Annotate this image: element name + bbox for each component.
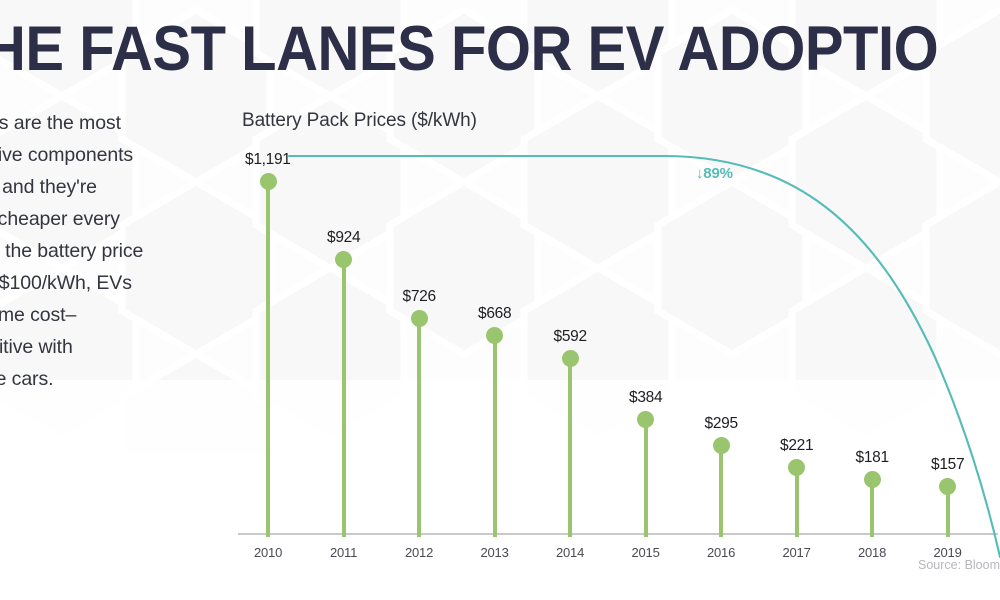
lollipop-stem xyxy=(568,358,572,537)
data-point-label: $295 xyxy=(704,415,739,433)
x-axis-tick xyxy=(643,524,648,537)
data-point-label: $726 xyxy=(402,287,437,305)
source-caption: Source: Bloom xyxy=(918,558,1000,572)
lollipop-stem xyxy=(643,419,648,537)
trend-curve xyxy=(287,154,1000,559)
x-axis-tick-label: 2017 xyxy=(782,545,811,560)
data-point-marker[interactable] xyxy=(637,411,654,428)
x-axis-tick-label: 2012 xyxy=(405,545,434,560)
x-axis-tick xyxy=(266,524,270,537)
x-axis-tick-label: 2019 xyxy=(933,545,962,560)
lollipop-stem xyxy=(341,259,346,537)
x-axis-tick-label: 2013 xyxy=(480,545,509,560)
chart-plot-area: ↓89% $1,191 2010 $924 2011 $726 2012 $668 2013 $… xyxy=(234,105,1000,575)
x-axis-tick-label: 2015 xyxy=(631,545,660,560)
data-point-marker[interactable] xyxy=(939,478,956,496)
x-axis-tick-label: 2011 xyxy=(330,545,358,560)
data-point-marker[interactable] xyxy=(863,471,881,488)
data-point-label: $157 xyxy=(931,456,965,474)
x-axis-tick xyxy=(568,524,572,537)
x-axis-line xyxy=(238,533,998,535)
intro-line: tting cheaper every xyxy=(0,208,120,230)
lollipop-stem xyxy=(266,181,270,537)
data-point-label: $384 xyxy=(629,389,663,406)
data-point-marker[interactable] xyxy=(259,172,277,190)
intro-line: pensive components xyxy=(0,144,134,166)
lollipop-stem xyxy=(870,479,874,537)
data-point-label: $668 xyxy=(478,305,512,323)
data-point-marker[interactable] xyxy=(486,327,503,345)
intro-line: mpetitive with xyxy=(0,336,73,358)
lollipop-stem xyxy=(794,467,799,537)
data-point-marker[interactable] xyxy=(788,459,805,477)
intro-line: become cost– xyxy=(0,304,77,326)
x-axis-tick xyxy=(794,524,799,537)
intro-line: tteries are the most xyxy=(0,112,121,134)
x-axis-tick xyxy=(719,524,723,537)
lollipop-stem xyxy=(945,486,950,537)
data-point-label: $592 xyxy=(553,327,588,345)
x-axis-tick xyxy=(417,524,421,537)
page-title: HE FAST LANES FOR EV ADOPTIO xyxy=(0,14,939,84)
data-point-label: $924 xyxy=(327,229,361,247)
data-point-marker[interactable] xyxy=(410,309,428,327)
data-point-marker[interactable] xyxy=(335,251,352,269)
x-axis-tick-label: 2014 xyxy=(556,545,585,560)
chart-title: Battery Pack Prices ($/kWh) xyxy=(242,110,477,131)
intro-line: nt of $100/kWh, EVs xyxy=(0,272,132,294)
decline-annotation: ↓89% xyxy=(696,165,733,182)
data-point-marker[interactable] xyxy=(561,349,579,367)
lollipop-stem xyxy=(417,318,421,537)
lollipop-stem xyxy=(719,445,723,537)
battery-price-chart: Battery Pack Prices ($/kWh) ↓89% $1,191 2… xyxy=(234,105,1000,575)
x-axis-tick-label: 2016 xyxy=(707,545,736,560)
data-point-marker[interactable] xyxy=(712,437,730,455)
intro-line: ar. At the battery price xyxy=(0,240,144,262)
x-axis-tick xyxy=(870,524,874,537)
x-axis-tick-label: 2018 xyxy=(858,545,887,560)
x-axis-tick xyxy=(492,524,497,537)
intro-line: EVs, and they're xyxy=(0,176,97,198)
intro-line: soline cars. xyxy=(0,368,54,390)
intro-paragraph: tteries are the most pensive components … xyxy=(0,107,246,395)
lollipop-stem xyxy=(492,335,497,537)
data-point-label: $221 xyxy=(780,437,814,455)
data-point-label: $1,191 xyxy=(245,150,291,168)
x-axis-tick xyxy=(945,524,950,537)
x-axis-tick xyxy=(341,524,346,537)
x-axis-tick-label: 2010 xyxy=(254,545,283,560)
data-point-label: $181 xyxy=(855,449,890,466)
